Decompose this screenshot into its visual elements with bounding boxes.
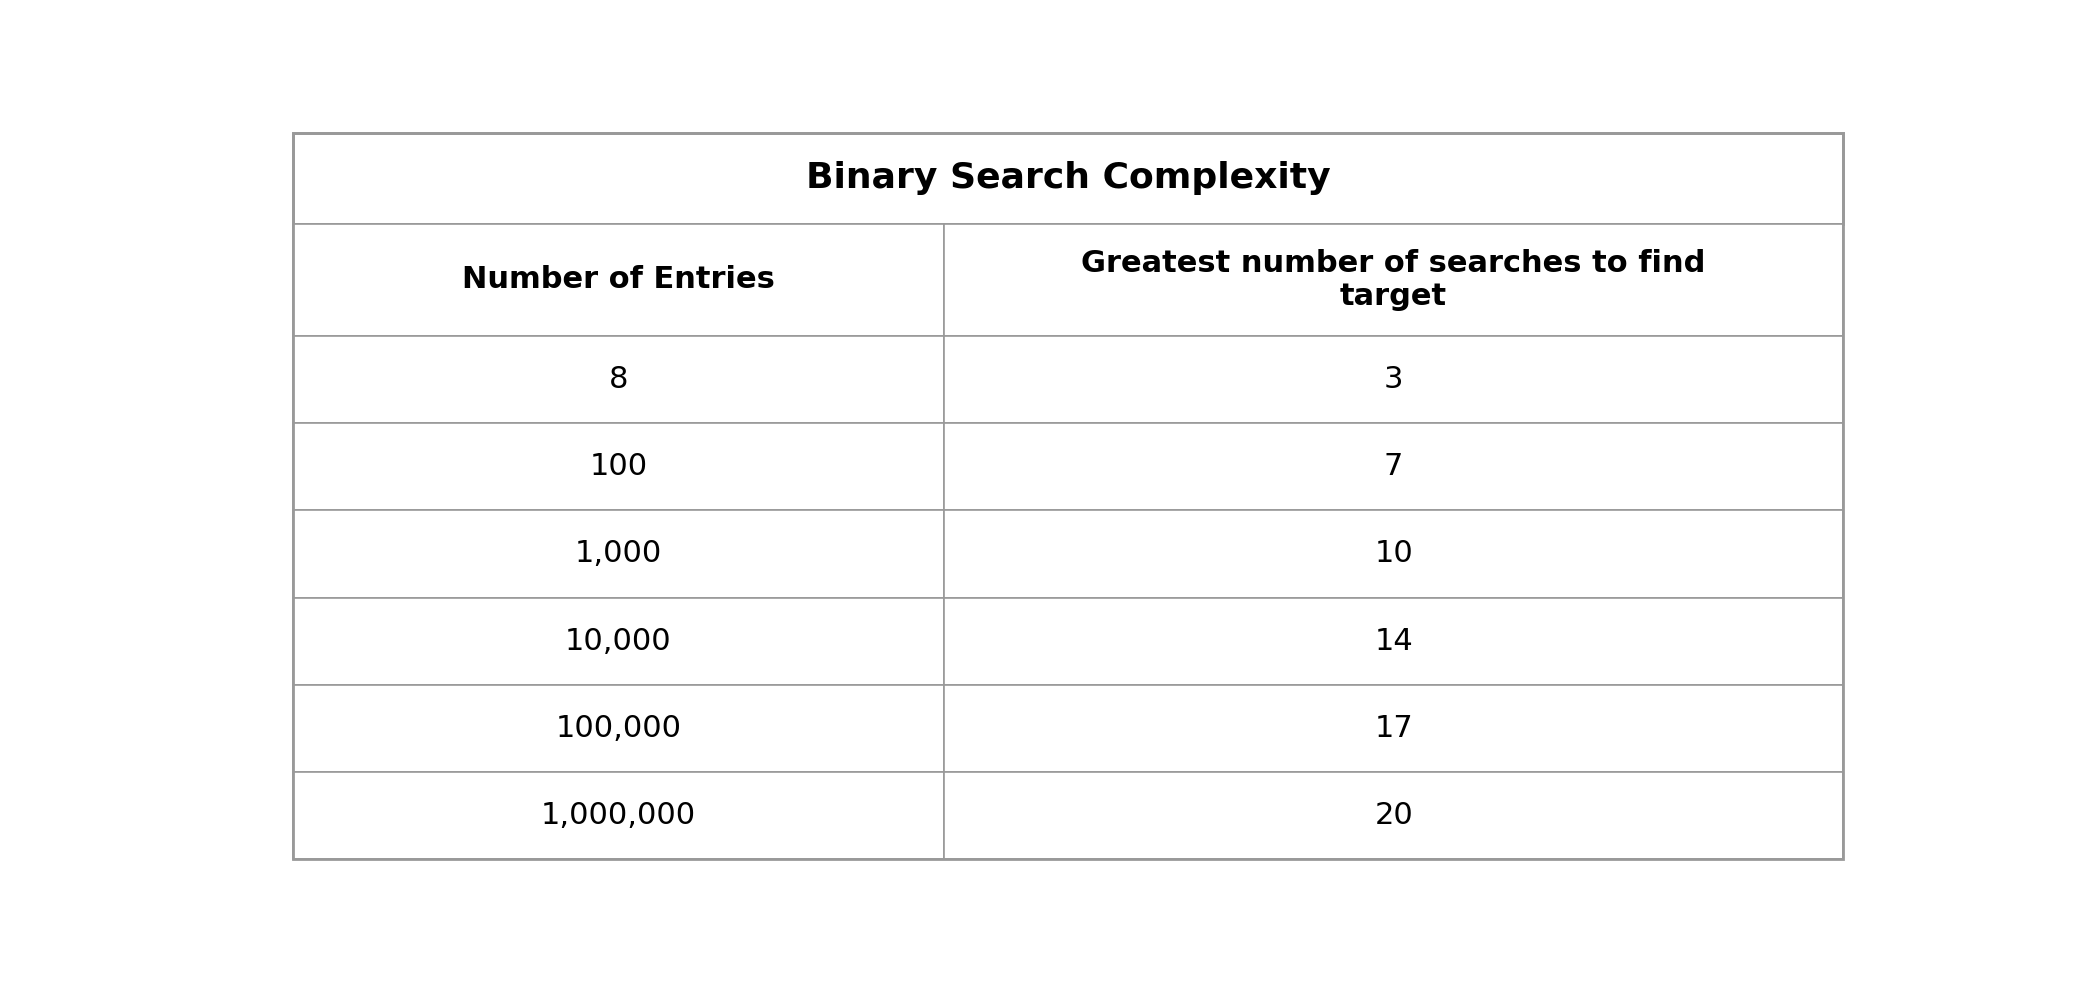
Bar xyxy=(292,684,944,772)
Bar xyxy=(292,772,944,859)
Text: 1,000: 1,000 xyxy=(575,539,663,569)
Bar xyxy=(292,336,944,423)
Text: 17: 17 xyxy=(1373,714,1413,742)
Text: 1,000,000: 1,000,000 xyxy=(542,800,696,830)
Text: 100: 100 xyxy=(590,453,648,481)
Text: 10,000: 10,000 xyxy=(565,627,671,656)
Bar xyxy=(944,336,1842,423)
Bar xyxy=(292,133,1844,224)
Bar xyxy=(944,423,1842,511)
Bar xyxy=(292,511,944,597)
Bar xyxy=(292,224,944,336)
Text: 10: 10 xyxy=(1373,539,1413,569)
Bar xyxy=(292,597,944,684)
Text: 8: 8 xyxy=(609,365,627,394)
Bar xyxy=(292,423,944,511)
Bar xyxy=(944,597,1842,684)
Bar xyxy=(944,684,1842,772)
Text: 7: 7 xyxy=(1384,453,1403,481)
Bar xyxy=(944,772,1842,859)
Bar xyxy=(944,224,1842,336)
Text: Binary Search Complexity: Binary Search Complexity xyxy=(807,161,1330,195)
Bar xyxy=(944,511,1842,597)
Text: 20: 20 xyxy=(1373,800,1413,830)
Text: Number of Entries: Number of Entries xyxy=(463,265,775,295)
Text: Greatest number of searches to find
target: Greatest number of searches to find targ… xyxy=(1082,248,1707,311)
Text: 14: 14 xyxy=(1373,627,1413,656)
Text: 100,000: 100,000 xyxy=(556,714,681,742)
Text: 3: 3 xyxy=(1384,365,1403,394)
